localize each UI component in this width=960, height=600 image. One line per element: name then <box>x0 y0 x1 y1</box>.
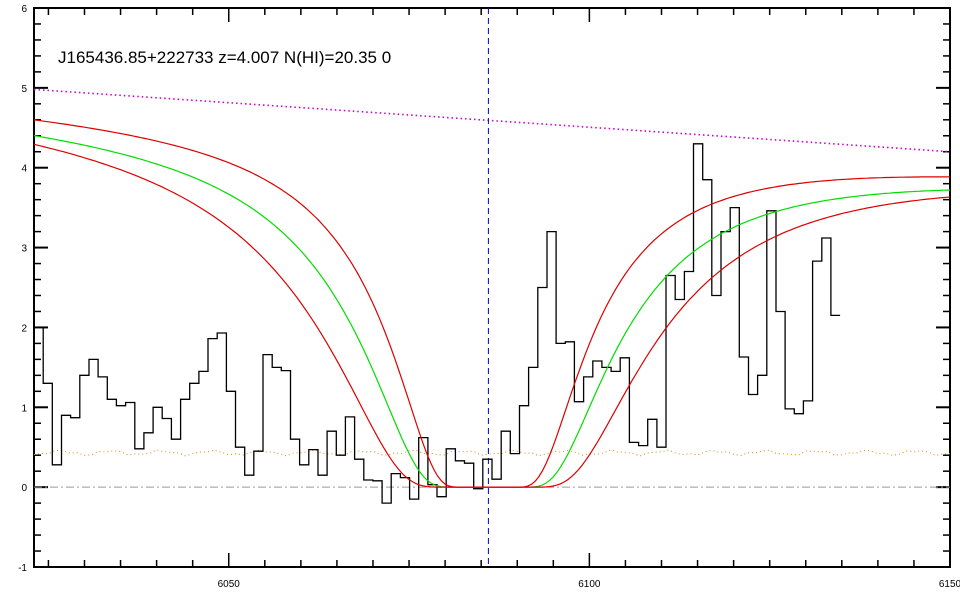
y-tick-label: 3 <box>21 244 27 255</box>
continuum-line <box>33 88 951 153</box>
model-profile-lower-bound <box>33 119 950 488</box>
plot-frame <box>33 7 951 568</box>
x-tick-label: 6050 <box>218 579 241 590</box>
flux-histogram <box>34 143 841 504</box>
error-line <box>33 449 951 457</box>
y-tick-label: -1 <box>18 563 27 574</box>
x-tick-label: 6150 <box>939 579 960 590</box>
y-tick-label: 0 <box>21 483 27 494</box>
y-tick-label: 6 <box>21 4 27 15</box>
y-tick-label: 5 <box>21 84 27 95</box>
y-tick-label: 4 <box>21 164 27 175</box>
chart-title: J165436.85+222733 z=4.007 N(HI)=20.35 0 <box>58 48 391 67</box>
y-tick-label: 1 <box>21 403 27 414</box>
x-tick-label: 6100 <box>578 579 601 590</box>
y-tick-label: 2 <box>21 323 27 334</box>
